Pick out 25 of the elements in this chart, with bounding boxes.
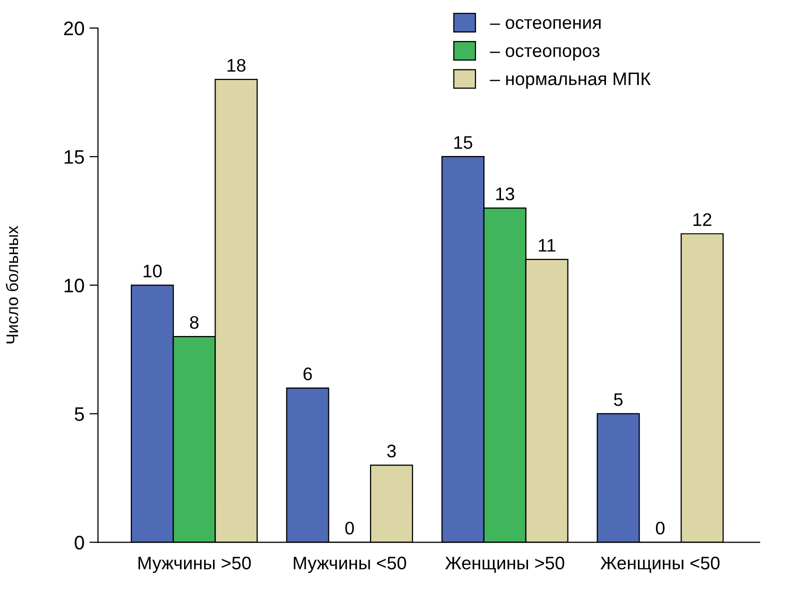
x-tick-label: Женщины >50 xyxy=(445,556,564,573)
data-label: 12 xyxy=(694,213,712,226)
y-tick-label: 5 xyxy=(74,407,84,421)
y-tick-label: 10 xyxy=(64,278,84,292)
data-label: 10 xyxy=(144,264,162,278)
data-label: 11 xyxy=(538,239,556,252)
data-label: 5 xyxy=(614,393,623,406)
data-label: 15 xyxy=(454,136,472,149)
y-tick-label: 0 xyxy=(74,536,84,550)
data-label: 13 xyxy=(496,188,514,200)
data-label: 6 xyxy=(304,368,312,380)
y-tick-label: 15 xyxy=(64,150,84,164)
data-label: 18 xyxy=(228,58,246,72)
legend-label: – остеопения xyxy=(490,19,601,29)
legend-label: – нормальная МПК xyxy=(490,72,651,89)
data-label: 3 xyxy=(387,444,396,458)
data-label: 8 xyxy=(190,316,198,329)
y-axis-title: Число больных xyxy=(6,226,18,344)
x-tick-label: Мужчины <50 xyxy=(294,556,406,574)
x-tick-label: Мужчины >50 xyxy=(138,556,251,574)
x-tick-label: Женщины <50 xyxy=(600,556,720,573)
legend-label: – остеопороз xyxy=(490,47,600,61)
data-label: 0 xyxy=(656,522,665,535)
y-tick-label: 20 xyxy=(64,22,84,36)
data-label: 0 xyxy=(345,522,354,535)
